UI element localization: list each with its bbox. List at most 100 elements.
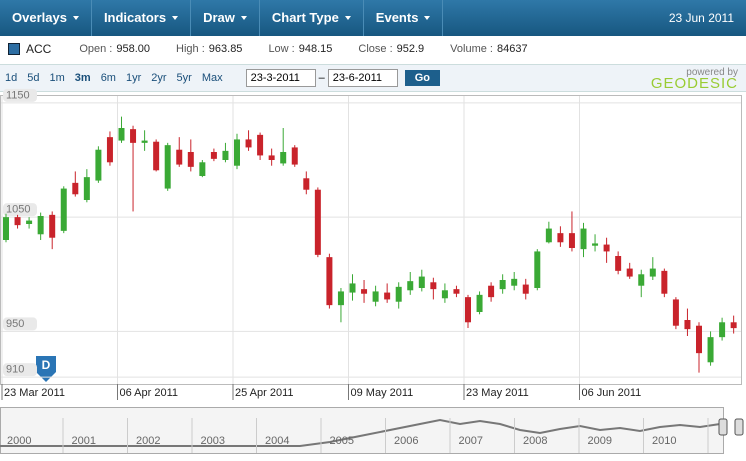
symbol: ACC xyxy=(26,42,52,56)
x-tick-label: 23 May 2011 xyxy=(466,387,529,399)
go-button[interactable]: Go xyxy=(404,70,440,86)
quote-value: 958.00 xyxy=(116,43,151,55)
range-button[interactable]: 1d xyxy=(5,72,18,84)
navigator-handle[interactable] xyxy=(718,418,728,436)
menu-label: Indicators xyxy=(103,10,167,25)
y-tick-label-bg xyxy=(3,363,37,377)
toolbar-date: 23 Jun 2011 xyxy=(668,11,734,25)
quote-field: Close :952.9 xyxy=(358,43,424,55)
candle-body xyxy=(130,129,137,143)
navigator-year: 2003 xyxy=(201,435,225,447)
quote-value: 948.15 xyxy=(298,43,333,55)
event-marker[interactable] xyxy=(36,356,56,382)
candle-body xyxy=(672,299,679,326)
candle-body xyxy=(557,233,564,243)
range-button[interactable]: 2yr xyxy=(151,72,167,84)
candle-body xyxy=(49,214,56,238)
candle-body xyxy=(3,217,9,240)
range-button[interactable]: 3m xyxy=(74,72,91,84)
range-row: 1d 5d 1m 3m 6m 1yr 2yr 5yr Max 23-3-2011–23-6-201… xyxy=(0,64,746,92)
candle-body xyxy=(615,256,622,271)
candle-body xyxy=(407,281,414,291)
candle-body xyxy=(187,152,194,167)
date-separator: – xyxy=(318,72,325,84)
y-tick-label: 950 xyxy=(6,318,24,330)
candle-body xyxy=(499,280,506,290)
candle-body xyxy=(418,276,425,288)
candle-body xyxy=(453,289,460,294)
candle-body xyxy=(384,292,391,300)
date-to[interactable]: 23-6-2011 xyxy=(327,69,398,87)
candle-body xyxy=(106,137,113,163)
candle-body xyxy=(72,182,79,195)
date-from[interactable]: 23-3-2011 xyxy=(245,69,316,87)
candle-body xyxy=(222,150,229,160)
quote-value: 84637 xyxy=(496,43,528,55)
candle-body xyxy=(568,233,575,248)
x-tick-label: 06 Jun 2011 xyxy=(582,387,642,399)
candle-body xyxy=(603,244,610,252)
quote-value: 963.85 xyxy=(208,43,243,55)
navigator xyxy=(0,407,724,454)
candle-body xyxy=(707,337,714,363)
quote-row: ACC Open :958.00 High :963.85 Low :948.15 C… xyxy=(0,38,746,60)
candle-body xyxy=(210,152,217,159)
menu-label: Overlays xyxy=(12,10,67,25)
candle-body xyxy=(337,291,344,306)
candle-body xyxy=(14,217,21,226)
menu-label: Draw xyxy=(203,10,235,25)
navigator-year: 2006 xyxy=(394,435,418,447)
candle-body xyxy=(314,189,321,255)
menu[interactable]: Indicators xyxy=(92,0,192,36)
quote-field: Volume :84637 xyxy=(450,43,527,55)
candle-body xyxy=(465,297,471,323)
navigator-year: 2008 xyxy=(523,435,547,447)
quote-label: Close : xyxy=(358,43,393,55)
quote-label: High : xyxy=(176,43,205,55)
candle-body xyxy=(534,251,541,288)
candle-body xyxy=(326,257,333,306)
y-tick-label-bg xyxy=(3,317,37,331)
plot-area xyxy=(0,95,742,385)
y-tick-label: 910 xyxy=(6,364,24,376)
menu[interactable]: Overlays xyxy=(0,0,92,36)
candle-body xyxy=(522,284,529,294)
menu[interactable]: Draw xyxy=(191,0,260,36)
candle-body xyxy=(638,274,645,286)
candle-body xyxy=(441,290,448,299)
range-button[interactable]: Max xyxy=(201,72,223,84)
candle-body xyxy=(291,147,298,165)
candle-body xyxy=(361,289,368,294)
range-button[interactable]: 5yr xyxy=(176,72,192,84)
candle-body xyxy=(153,141,160,171)
quote-field: Low :948.15 xyxy=(268,43,332,55)
navigator-year: 2010 xyxy=(652,435,676,447)
navigator-handle[interactable] xyxy=(734,418,744,436)
x-tick-label: 23 Mar 2011 xyxy=(4,387,65,399)
candle-body xyxy=(95,149,102,181)
dropdown-arrow xyxy=(424,16,431,20)
navigator-year: 2002 xyxy=(136,435,160,447)
branding: powered by GEODESIC xyxy=(651,67,738,91)
candle-body xyxy=(199,162,206,176)
candle-body xyxy=(257,134,264,156)
range-button[interactable]: 1m xyxy=(49,72,65,84)
candle-body xyxy=(661,270,668,294)
range-button[interactable]: 5d xyxy=(27,72,40,84)
range-button[interactable]: 6m xyxy=(100,72,116,84)
navigator-year: 2000 xyxy=(7,435,31,447)
dropdown-arrow xyxy=(72,16,79,20)
menu[interactable]: Events xyxy=(364,0,444,36)
menu[interactable]: Chart Type xyxy=(260,0,364,36)
menu-label: Chart Type xyxy=(271,10,339,25)
menu-label: Events xyxy=(375,10,419,25)
range-button[interactable]: 1yr xyxy=(125,72,142,84)
candle-body xyxy=(349,283,356,293)
candle-body xyxy=(83,177,90,200)
candle-body xyxy=(164,145,171,189)
dropdown-arrow xyxy=(172,16,179,20)
candle-body xyxy=(649,268,656,277)
quote-label: Open : xyxy=(79,43,113,55)
candle-body xyxy=(234,139,240,166)
navigator-year: 2005 xyxy=(330,435,354,447)
